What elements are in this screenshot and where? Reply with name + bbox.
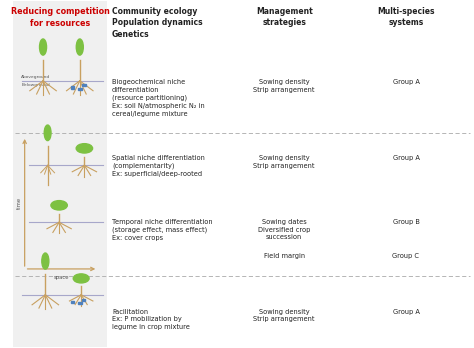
Text: for resources: for resources bbox=[30, 19, 91, 28]
Ellipse shape bbox=[42, 253, 49, 269]
Text: Spatial niche differentiation
(complementarity)
Ex: superficial/deep-rooted: Spatial niche differentiation (complemen… bbox=[112, 155, 205, 177]
Text: Reducing competition: Reducing competition bbox=[11, 7, 109, 16]
Text: space: space bbox=[54, 275, 69, 280]
Text: Sowing density
Strip arrangement: Sowing density Strip arrangement bbox=[254, 79, 315, 93]
Bar bbox=[71, 301, 74, 303]
Text: Biogeochemical niche
differentiation
(resource partitioning)
Ex: soil N/atmosphe: Biogeochemical niche differentiation (re… bbox=[112, 79, 205, 117]
Bar bbox=[78, 88, 82, 90]
Text: Community ecology
Population dynamics
Genetics: Community ecology Population dynamics Ge… bbox=[112, 7, 202, 39]
Ellipse shape bbox=[73, 274, 89, 283]
Text: Group B: Group B bbox=[392, 219, 419, 225]
Text: Sowing dates
Diversified crop
succession: Sowing dates Diversified crop succession bbox=[258, 219, 310, 240]
Text: Belowground: Belowground bbox=[21, 82, 50, 87]
Ellipse shape bbox=[76, 39, 83, 55]
Text: Facilitation
Ex: P mobilization by
legume in crop mixture: Facilitation Ex: P mobilization by legum… bbox=[112, 309, 190, 330]
Ellipse shape bbox=[44, 125, 51, 141]
Bar bbox=[78, 302, 82, 304]
Bar bbox=[13, 1, 107, 347]
Text: Field margin: Field margin bbox=[264, 253, 305, 259]
Ellipse shape bbox=[51, 200, 67, 210]
Text: time: time bbox=[17, 196, 22, 208]
Text: Multi-species
systems: Multi-species systems bbox=[377, 7, 435, 27]
Text: Group C: Group C bbox=[392, 253, 419, 259]
Text: Sowing density
Strip arrangement: Sowing density Strip arrangement bbox=[254, 309, 315, 322]
Text: Group A: Group A bbox=[392, 79, 419, 85]
Text: Aboveground: Aboveground bbox=[21, 75, 51, 79]
Text: Group A: Group A bbox=[392, 309, 419, 315]
Text: Management
strategies: Management strategies bbox=[256, 7, 313, 27]
Ellipse shape bbox=[76, 144, 92, 153]
Ellipse shape bbox=[39, 39, 46, 55]
Bar bbox=[71, 86, 74, 89]
Text: Temporal niche differentiation
(storage effect, mass effect)
Ex: cover crops: Temporal niche differentiation (storage … bbox=[112, 219, 212, 241]
Bar bbox=[82, 84, 86, 86]
Bar bbox=[82, 299, 85, 301]
Text: Group A: Group A bbox=[392, 155, 419, 161]
Text: Sowing density
Strip arrangement: Sowing density Strip arrangement bbox=[254, 155, 315, 169]
